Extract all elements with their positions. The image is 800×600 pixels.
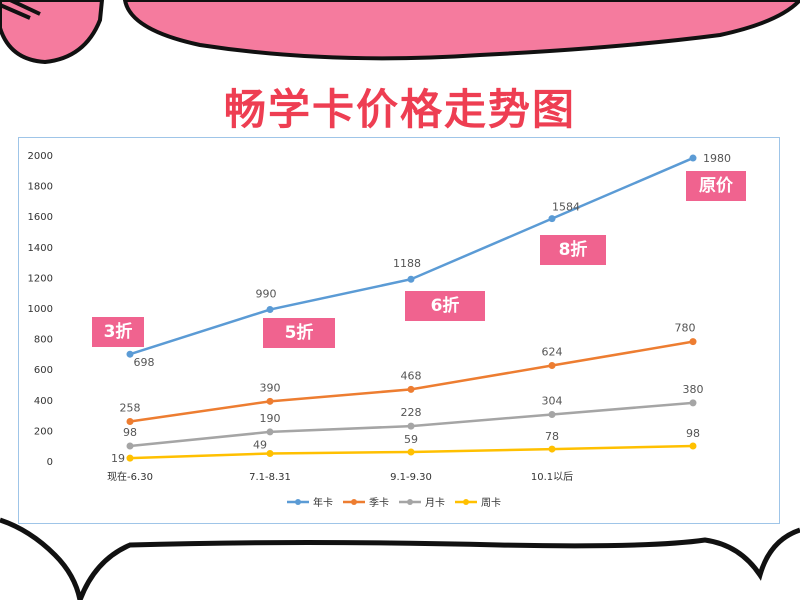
- data-label: 228: [401, 406, 422, 419]
- data-label: 1584: [552, 201, 580, 214]
- y-tick-label: 1000: [28, 304, 53, 315]
- legend-marker: [295, 499, 301, 505]
- top-left-pink-bubble: [0, 0, 105, 65]
- y-tick-label: 1600: [28, 212, 53, 223]
- series-line: [129, 156, 694, 356]
- data-label: 49: [253, 439, 267, 452]
- data-point: [689, 338, 697, 346]
- data-label: 98: [123, 426, 137, 439]
- discount-tag-6: 6折: [405, 291, 485, 321]
- data-label: 698: [134, 356, 155, 369]
- data-point: [407, 448, 415, 456]
- original-price-tag: 原价: [686, 171, 746, 201]
- legend-label: 月卡: [425, 496, 445, 509]
- data-point: [689, 154, 697, 162]
- y-tick-label: 800: [34, 335, 53, 346]
- discount-tag-3: 3折: [92, 317, 144, 347]
- y-tick-label: 600: [34, 365, 53, 376]
- y-tick-label: 0: [47, 457, 53, 468]
- data-label: 258: [120, 402, 141, 415]
- legend-marker: [351, 499, 357, 505]
- page-title: 畅学卡价格走势图: [223, 85, 576, 134]
- data-label: 468: [401, 369, 422, 382]
- price-trend-chart: 0 200 400 600 800 1000 1200 1400 1600 1800 2000 现在-…: [28, 151, 731, 509]
- top-pink-bubble: [122, 0, 800, 61]
- data-label: 98: [686, 427, 700, 440]
- data-point: [126, 350, 134, 358]
- data-point: [126, 454, 134, 462]
- x-tick-label: 10.1以后: [531, 471, 573, 483]
- x-tick-label: 7.1-8.31: [249, 472, 291, 483]
- data-point: [689, 442, 697, 450]
- data-label: 624: [542, 346, 563, 359]
- data-label: 1980: [703, 152, 731, 165]
- discount-tag-5: 5折: [263, 318, 335, 348]
- data-label: 190: [260, 412, 281, 425]
- data-label: 990: [256, 288, 277, 301]
- data-point: [266, 428, 274, 436]
- legend-label: 季卡: [369, 496, 389, 509]
- legend-marker: [463, 499, 469, 505]
- data-label: 304: [542, 394, 563, 407]
- data-label: 19: [111, 452, 125, 465]
- y-tick-label: 1400: [28, 243, 53, 254]
- corner-scribble: [0, 0, 41, 20]
- y-tick-label: 200: [34, 426, 53, 437]
- data-point: [266, 306, 274, 314]
- data-label: 59: [404, 433, 418, 446]
- chart-frame: 0 200 400 600 800 1000 1200 1400 1600 1800 2000 现在-…: [18, 137, 780, 524]
- data-point: [548, 445, 556, 453]
- legend-marker: [407, 499, 413, 505]
- data-point: [126, 442, 134, 450]
- data-point: [548, 362, 556, 370]
- data-point: [126, 418, 134, 426]
- data-point: [407, 422, 415, 430]
- x-tick-label: 现在-6.30: [107, 471, 153, 483]
- y-tick-label: 400: [34, 396, 53, 407]
- data-label: 780: [675, 322, 696, 335]
- x-tick-label: 9.1-9.30: [390, 472, 432, 483]
- data-point: [266, 450, 274, 458]
- discount-tag-8: 8折: [540, 235, 606, 265]
- legend-label: 年卡: [313, 496, 333, 509]
- data-point: [407, 385, 415, 393]
- y-tick-label: 1800: [28, 182, 53, 193]
- bottom-wave-border: [0, 517, 800, 600]
- data-label: 380: [683, 383, 704, 396]
- data-label: 390: [260, 381, 281, 394]
- data-point: [407, 275, 415, 283]
- data-point: [548, 410, 556, 418]
- y-tick-label: 2000: [28, 151, 53, 162]
- data-label: 78: [545, 430, 559, 443]
- data-point: [689, 399, 697, 407]
- data-label: 1188: [393, 257, 421, 270]
- data-point: [548, 215, 556, 223]
- legend-label: 周卡: [481, 496, 501, 509]
- y-tick-label: 1200: [28, 273, 53, 284]
- data-point: [266, 397, 274, 405]
